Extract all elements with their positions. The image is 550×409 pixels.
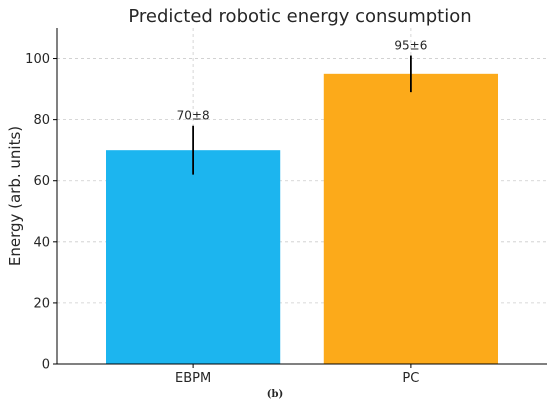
bar [323,73,498,365]
bar [106,150,281,364]
data-label: 95±6 [394,38,427,52]
axes [53,28,547,368]
labels: 70±8 95±6 0 20 40 60 80 100 EBPM PC [25,38,427,385]
data-label: 70±8 [177,109,210,123]
y-tick-label: 60 [33,174,50,189]
error-bars [192,55,412,175]
bars [106,73,498,365]
bar-chart: 70±8 95±6 0 20 40 60 80 100 EBPM PC Predicted rob… [6,6,547,385]
chart-title: Predicted robotic energy consumption [128,6,471,27]
y-tick-label: 40 [33,235,50,250]
y-tick-label: 100 [25,52,50,67]
x-tick-label: EBPM [175,371,211,385]
y-tick-label: 20 [33,296,50,311]
figure-caption: (b) [266,389,284,400]
y-tick-label: 0 [42,358,50,373]
y-axis-label: Energy (arb. units) [6,126,24,266]
x-tick-label: PC [402,371,419,385]
y-tick-label: 80 [33,113,50,128]
